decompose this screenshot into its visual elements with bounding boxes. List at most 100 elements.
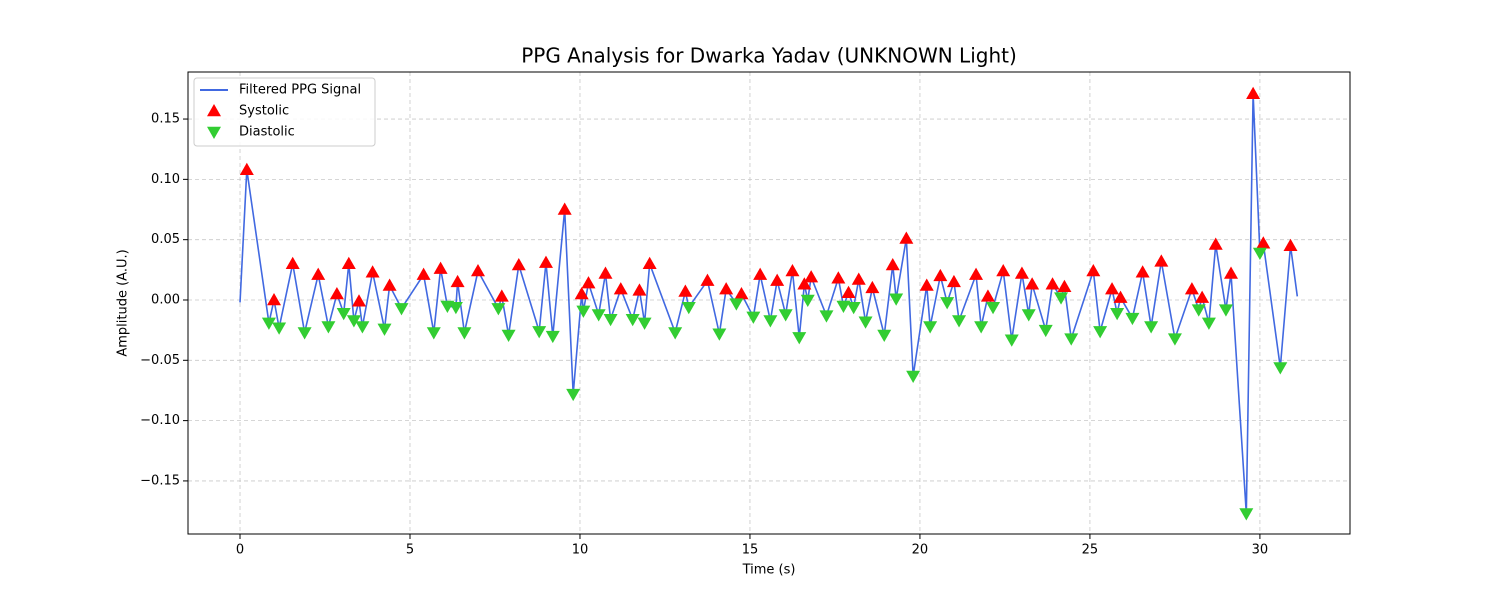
marker — [297, 327, 312, 340]
marker — [470, 264, 485, 277]
marker — [846, 301, 861, 315]
marker — [501, 329, 516, 342]
marker — [1273, 362, 1288, 375]
marker — [433, 261, 448, 274]
legend-label: Diastolic — [239, 125, 295, 140]
y-tick-label: 0.05 — [151, 232, 180, 247]
marker — [642, 256, 657, 270]
marker — [532, 326, 547, 339]
plot-frame — [187, 71, 1351, 535]
marker — [557, 202, 572, 215]
chart-title: PPG Analysis for Dwarka Yadav (UNKNOWN L… — [521, 44, 1017, 68]
marker — [804, 270, 819, 283]
marker — [267, 292, 282, 306]
y-tick-label: 0.00 — [151, 292, 180, 307]
marker — [778, 309, 793, 322]
marker — [491, 303, 506, 316]
marker — [1218, 304, 1233, 317]
marker — [969, 267, 984, 280]
marker — [831, 271, 846, 284]
marker — [355, 321, 370, 334]
marker — [494, 289, 509, 302]
marker — [613, 282, 628, 295]
marker — [416, 267, 431, 280]
x-tick-label: 15 — [742, 543, 759, 558]
marker — [426, 327, 441, 340]
marker — [712, 328, 727, 341]
marker — [933, 268, 948, 282]
y-tick-label: 0.10 — [151, 172, 180, 187]
y-tick-label: −0.05 — [140, 353, 180, 368]
marker — [940, 297, 955, 310]
marker — [511, 258, 526, 271]
marker — [668, 327, 683, 340]
marker — [1283, 238, 1298, 251]
marker — [1201, 317, 1216, 330]
marker — [770, 273, 785, 286]
marker — [734, 286, 749, 300]
marker — [996, 264, 1011, 277]
legend-box — [193, 77, 376, 147]
marker — [899, 231, 914, 244]
marker — [1004, 334, 1019, 347]
marker — [603, 314, 618, 327]
marker — [986, 301, 1001, 315]
marker — [1113, 290, 1128, 303]
marker — [576, 305, 591, 318]
marker — [974, 321, 989, 334]
y-axis-label: Amplitude (A.U.) — [116, 249, 131, 356]
marker — [858, 316, 873, 329]
marker — [919, 278, 934, 291]
marker — [1086, 264, 1101, 277]
marker — [377, 323, 392, 336]
marker — [785, 264, 800, 277]
marker — [448, 301, 463, 315]
legend-swatch — [207, 126, 221, 139]
marker — [1224, 266, 1239, 279]
marker — [792, 332, 807, 345]
marker — [1256, 236, 1271, 249]
marker — [1105, 282, 1120, 295]
marker — [851, 272, 866, 285]
legend-label: Filtered PPG Signal — [239, 83, 361, 98]
marker — [906, 370, 921, 383]
marker — [346, 315, 361, 328]
marker — [1154, 254, 1169, 267]
marker — [591, 309, 606, 322]
marker — [1125, 312, 1140, 326]
marker — [1184, 282, 1199, 295]
marker — [763, 315, 778, 328]
y-tick-label: 0.15 — [151, 112, 180, 127]
marker — [538, 255, 553, 268]
marker — [1239, 508, 1254, 521]
marker — [329, 286, 344, 300]
x-axis-label: Time (s) — [742, 563, 796, 578]
marker — [746, 311, 761, 324]
y-tick-label: −0.15 — [140, 473, 180, 488]
marker — [365, 265, 380, 278]
marker — [261, 317, 276, 330]
marker — [382, 278, 397, 291]
x-tick-label: 0 — [236, 543, 244, 558]
marker — [394, 303, 409, 316]
marker — [889, 293, 904, 306]
marker — [797, 277, 812, 290]
marker — [1054, 292, 1069, 305]
marker — [632, 283, 647, 296]
marker — [581, 276, 596, 289]
marker — [1025, 277, 1040, 290]
marker — [841, 285, 856, 298]
marker — [980, 289, 995, 302]
marker — [285, 256, 300, 270]
marker — [1252, 247, 1267, 260]
x-tick-label: 10 — [572, 543, 589, 558]
marker — [819, 310, 834, 323]
marker — [457, 327, 472, 340]
marker — [678, 284, 693, 297]
marker — [1191, 304, 1206, 317]
marker — [450, 274, 465, 288]
marker — [1021, 309, 1036, 322]
marker — [1038, 324, 1053, 338]
marker — [681, 301, 696, 315]
